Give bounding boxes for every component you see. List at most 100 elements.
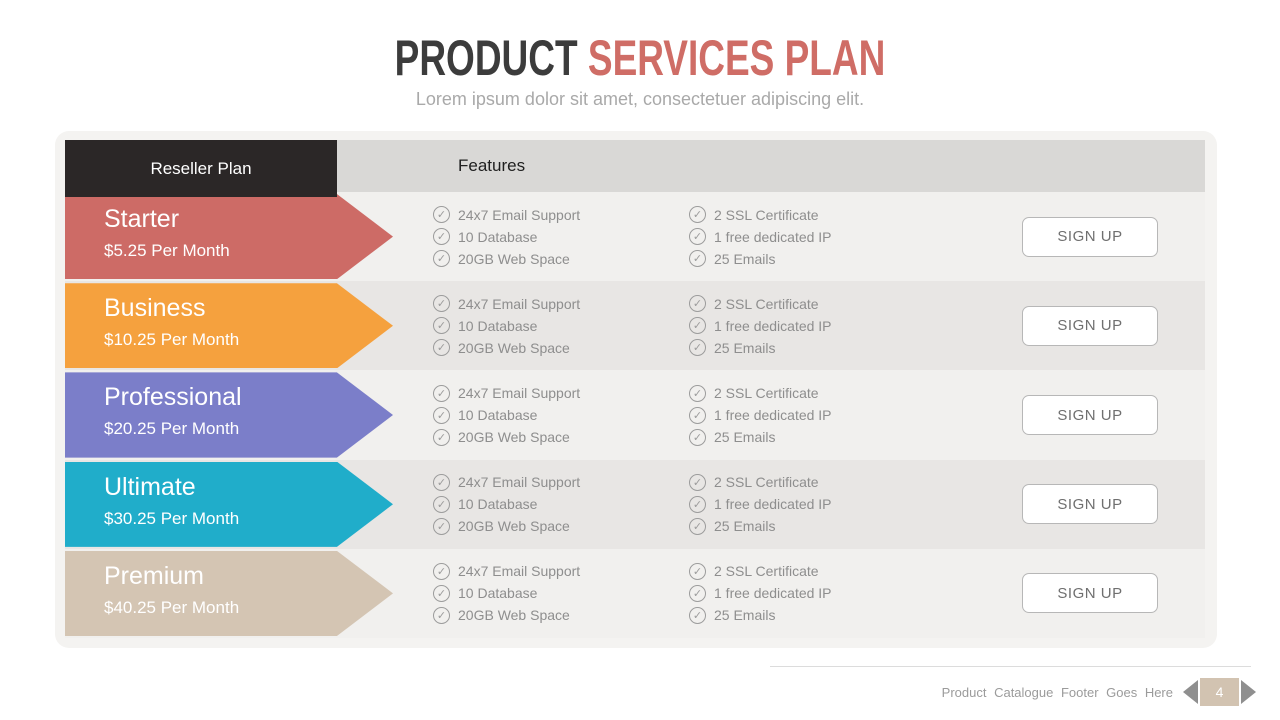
- next-page-icon[interactable]: [1241, 680, 1256, 704]
- check-circle-icon: ✓: [433, 606, 450, 624]
- feature-label: 24x7 Email Support: [458, 474, 581, 491]
- plan-price: $20.25 Per Month: [104, 419, 240, 439]
- footer-text: Product Catalogue Footer Goes Here: [941, 684, 1173, 700]
- feature-item: ✓ 25 Emails: [689, 250, 832, 268]
- feature-item: ✓ 2 SSL Certificate: [689, 473, 832, 491]
- features-column-1: ✓ 24x7 Email Support ✓ 10 Database ✓ 20GB W…: [433, 549, 580, 638]
- prev-page-icon[interactable]: [1183, 680, 1198, 704]
- signup-button[interactable]: SIGN UP: [1022, 484, 1158, 525]
- feature-item: ✓ 2 SSL Certificate: [689, 206, 832, 224]
- page-title-primary: PRODUCT: [394, 30, 578, 86]
- plan-row-professional: Professional $20.25 Per Month ✓ 24x7 Emai…: [65, 370, 1205, 460]
- feature-item: ✓ 10 Database: [433, 495, 580, 513]
- feature-item: ✓ 24x7 Email Support: [433, 562, 580, 580]
- feature-item: ✓ 1 free dedicated IP: [689, 317, 832, 335]
- feature-label: 10 Database: [458, 585, 538, 602]
- footer: Product Catalogue Footer Goes Here 4: [942, 678, 1256, 706]
- feature-item: ✓ 2 SSL Certificate: [689, 562, 832, 580]
- signup-button[interactable]: SIGN UP: [1022, 216, 1158, 257]
- feature-label: 1 free dedicated IP: [714, 317, 832, 334]
- feature-item: ✓ 24x7 Email Support: [433, 295, 581, 313]
- feature-label: 24x7 Email Support: [458, 206, 581, 223]
- check-circle-icon: ✓: [689, 473, 706, 491]
- feature-label: 2 SSL Certificate: [714, 563, 819, 580]
- feature-item: ✓ 25 Emails: [689, 339, 832, 357]
- plan-name: Premium: [104, 561, 205, 590]
- feature-item: ✓ 20GB Web Space: [433, 517, 580, 535]
- feature-item: ✓ 1 free dedicated IP: [689, 406, 832, 424]
- plan-rows: Starter $5.25 Per Month ✓ 24x7 Email Supp…: [65, 192, 1205, 639]
- plan-name: Ultimate: [104, 472, 196, 501]
- features-column-2: ✓ 2 SSL Certificate ✓ 1 free dedicated IP …: [689, 370, 832, 459]
- check-circle-icon: ✓: [689, 228, 706, 246]
- check-circle-icon: ✓: [433, 473, 450, 491]
- plan-name: Professional: [104, 383, 242, 412]
- features-column-header: Features: [458, 156, 526, 175]
- features-column-2: ✓ 2 SSL Certificate ✓ 1 free dedicated IP …: [689, 281, 832, 370]
- feature-label: 25 Emails: [714, 607, 776, 624]
- plan-column-header: Reseller Plan: [65, 140, 337, 197]
- feature-label: 10 Database: [458, 228, 538, 245]
- signup-button[interactable]: SIGN UP: [1022, 573, 1158, 614]
- feature-label: 2 SSL Certificate: [714, 385, 819, 401]
- feature-item: ✓ 24x7 Email Support: [433, 206, 581, 224]
- plan-price: $5.25 Per Month: [104, 241, 230, 260]
- plan-price: $10.25 Per Month: [104, 330, 240, 350]
- feature-item: ✓ 1 free dedicated IP: [689, 228, 832, 246]
- feature-label: 25 Emails: [714, 250, 776, 267]
- feature-item: ✓ 25 Emails: [689, 517, 832, 535]
- check-circle-icon: ✓: [433, 228, 450, 246]
- check-circle-icon: ✓: [689, 339, 706, 357]
- feature-item: ✓ 2 SSL Certificate: [689, 295, 832, 313]
- feature-label: 20GB Web Space: [458, 518, 570, 535]
- check-circle-icon: ✓: [689, 562, 706, 580]
- feature-label: 2 SSL Certificate: [714, 206, 819, 223]
- feature-label: 20GB Web Space: [458, 429, 570, 445]
- check-circle-icon: ✓: [433, 428, 450, 446]
- feature-item: ✓ 24x7 Email Support: [433, 473, 581, 491]
- feature-item: ✓ 24x7 Email Support: [433, 384, 581, 402]
- feature-label: 2 SSL Certificate: [714, 295, 819, 312]
- footer-divider: [770, 666, 1251, 667]
- check-circle-icon: ✓: [433, 562, 450, 580]
- features-column-1: ✓ 24x7 Email Support ✓ 10 Database ✓ 20GB W…: [433, 460, 580, 549]
- feature-label: 24x7 Email Support: [458, 385, 581, 401]
- plan-name: Starter: [104, 205, 180, 233]
- feature-item: ✓ 1 free dedicated IP: [689, 584, 832, 602]
- check-circle-icon: ✓: [689, 495, 706, 513]
- feature-item: ✓ 25 Emails: [689, 428, 832, 446]
- feature-label: 25 Emails: [714, 429, 776, 445]
- features-column-1: ✓ 24x7 Email Support ✓ 10 Database ✓ 20GB W…: [433, 281, 580, 370]
- plan-banner: Ultimate $30.25 Per Month: [65, 461, 393, 547]
- signup-button[interactable]: SIGN UP: [1022, 305, 1158, 346]
- page-title-accent: SERVICES PLAN: [587, 30, 886, 86]
- plan-row-premium: Premium $40.25 Per Month ✓ 24x7 Email Sup…: [65, 548, 1205, 639]
- plan-banner: Business $10.25 Per Month: [65, 283, 393, 369]
- feature-label: 20GB Web Space: [458, 339, 570, 356]
- feature-item: ✓ 20GB Web Space: [433, 428, 580, 446]
- feature-item: ✓ 10 Database: [433, 584, 580, 602]
- feature-label: 1 free dedicated IP: [714, 407, 832, 423]
- feature-item: ✓ 10 Database: [433, 406, 580, 424]
- feature-label: 10 Database: [458, 317, 538, 334]
- check-circle-icon: ✓: [689, 295, 706, 313]
- features-column-1: ✓ 24x7 Email Support ✓ 10 Database ✓ 20GB W…: [433, 192, 580, 281]
- feature-label: 2 SSL Certificate: [714, 474, 819, 491]
- check-circle-icon: ✓: [689, 584, 706, 602]
- plan-name: Business: [104, 294, 206, 323]
- check-circle-icon: ✓: [433, 317, 450, 335]
- signup-button[interactable]: SIGN UP: [1022, 395, 1158, 435]
- feature-label: 24x7 Email Support: [458, 295, 581, 312]
- check-circle-icon: ✓: [689, 317, 706, 335]
- plan-row-business: Business $10.25 Per Month ✓ 24x7 Email Su…: [65, 281, 1205, 371]
- feature-item: ✓ 25 Emails: [689, 606, 832, 624]
- feature-item: ✓ 10 Database: [433, 317, 580, 335]
- feature-label: 1 free dedicated IP: [714, 585, 832, 602]
- feature-label: 10 Database: [458, 496, 538, 513]
- check-circle-icon: ✓: [689, 406, 706, 424]
- check-circle-icon: ✓: [689, 517, 706, 535]
- features-column-2: ✓ 2 SSL Certificate ✓ 1 free dedicated IP …: [689, 549, 832, 638]
- check-circle-icon: ✓: [433, 250, 450, 268]
- features-column-2: ✓ 2 SSL Certificate ✓ 1 free dedicated IP …: [689, 192, 832, 281]
- plan-row-ultimate: Ultimate $30.25 Per Month ✓ 24x7 Email Su…: [65, 459, 1205, 549]
